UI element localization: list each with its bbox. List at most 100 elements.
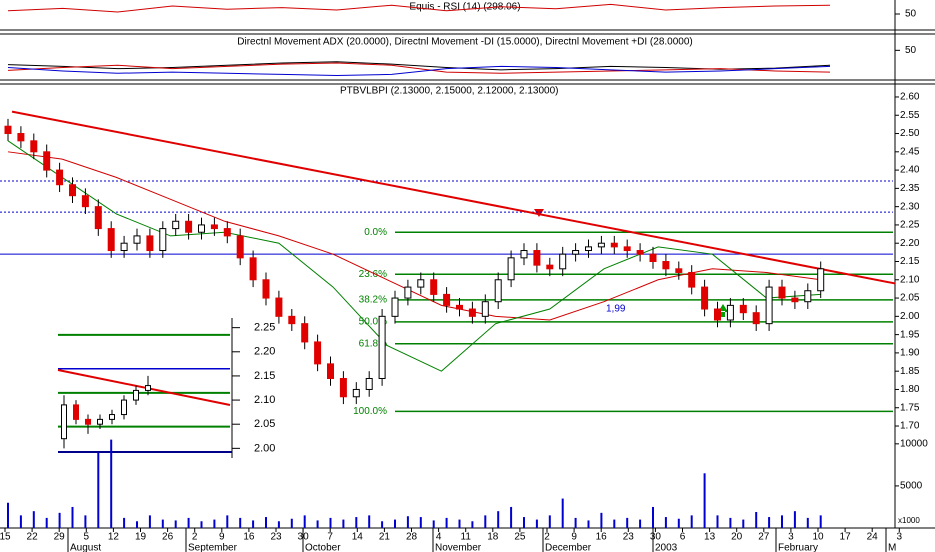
volume-bar [639, 519, 642, 528]
candle-body [301, 323, 309, 343]
candle-body [739, 304, 747, 314]
volume-bar [252, 520, 255, 528]
y-tick-label: 2.45 [900, 146, 920, 157]
fib-label: 100.0% [353, 406, 387, 417]
volume-bar [19, 515, 22, 528]
volume-bar [755, 512, 758, 528]
candle-body [430, 279, 438, 295]
month-label: September [188, 543, 238, 552]
candle-body [572, 250, 580, 255]
x-tick-label: 7 [327, 532, 333, 543]
x-tick-label: 9 [219, 532, 225, 543]
sell-arrow [534, 209, 544, 217]
x-tick-label: 23 [270, 532, 282, 543]
month-label: M [888, 543, 896, 552]
volume-bar [445, 517, 448, 528]
y-tick-label: 50 [905, 45, 917, 56]
candle-body [546, 264, 554, 270]
volume-bar [84, 515, 87, 528]
y2-unit: x1000 [898, 516, 920, 525]
x-tick-label: 30 [650, 532, 662, 543]
candle-body [327, 363, 334, 379]
volume-bar [561, 498, 564, 528]
candle-body [636, 250, 644, 255]
candle-body [456, 304, 463, 310]
indicator-line [7, 62, 831, 74]
volume-bar [71, 506, 74, 528]
month-label: December [545, 543, 592, 552]
panel-title: Directnl Movement ADX (20.0000), Directn… [237, 37, 692, 48]
x-tick-label: 3 [788, 532, 794, 543]
volume-bar [161, 519, 164, 528]
x-tick-label: 11 [461, 532, 472, 543]
volume-bar [587, 520, 590, 528]
volume-bar [316, 520, 319, 528]
volume-bar [394, 519, 396, 528]
x-tick-label: 6 [680, 532, 686, 543]
candle-body [610, 242, 618, 248]
candle-body [339, 377, 347, 398]
volume-bar [32, 511, 35, 528]
volume-bar [213, 519, 216, 528]
fib-label: 38.2% [359, 295, 387, 306]
candle-body [765, 286, 773, 325]
candle-body [494, 279, 502, 303]
volume-bar [510, 506, 513, 528]
volume-bar [600, 512, 603, 528]
x-tick-label: 15 [0, 532, 11, 543]
x-tick-label: 5 [84, 532, 90, 543]
x-tick-label: 13 [704, 532, 716, 543]
volume-bar [677, 518, 680, 528]
candle-body [752, 312, 760, 325]
x-tick-label: 10 [812, 532, 824, 543]
panel-title: Equis - RSI (14) (298.06) [409, 2, 520, 13]
volume-bar [523, 517, 525, 528]
volume-bar [716, 515, 719, 528]
volume-bar [806, 517, 809, 528]
x-tick-label: 17 [840, 532, 852, 543]
volume-bar [664, 517, 667, 528]
y-tick-label: 2.05 [900, 293, 920, 304]
x-tick-label: 4 [436, 532, 442, 543]
volume-bar [136, 521, 138, 528]
candle-body [185, 220, 193, 233]
candle-body [120, 242, 128, 252]
indicator-line [7, 61, 831, 71]
candle-body [533, 250, 541, 266]
y-tick-label: 2.40 [900, 165, 920, 176]
volume-bar [613, 519, 616, 528]
y-tick-label: 2.00 [900, 311, 920, 322]
volume-bar [303, 515, 306, 528]
x-tick-label: 3 [897, 532, 903, 543]
volume-bar [7, 502, 9, 528]
x-tick-label: 24 [867, 532, 879, 543]
volume-bar [742, 519, 745, 528]
candle-body [791, 297, 799, 303]
candle-body [520, 250, 528, 259]
candle-body [275, 297, 283, 317]
x-tick-label: 21 [379, 532, 391, 543]
candle-body [73, 404, 79, 420]
volume-bar [329, 517, 332, 528]
volume-bar [110, 439, 113, 528]
candle-body [288, 315, 296, 325]
volume-bar [419, 517, 422, 528]
volume-bar [781, 515, 783, 528]
panel-title: PTBVLBPI (2.13000, 2.15000, 2.12000, 2.1… [340, 86, 559, 97]
x-tick-label: 9 [571, 532, 577, 543]
y-tick-label: 2.20 [900, 238, 920, 249]
volume-bar [239, 517, 242, 528]
volume-bar [187, 517, 190, 528]
candle-body [236, 235, 244, 259]
candle-body [133, 389, 139, 401]
inset-tick-label: 2.00 [254, 442, 275, 454]
month-label: 2003 [655, 543, 678, 552]
x-tick-label: 2 [544, 532, 550, 543]
indicator-line [7, 3, 831, 13]
candle-body [688, 271, 696, 288]
x-tick-label: 12 [108, 532, 120, 543]
y-tick-label: 2.50 [900, 128, 920, 139]
candle-body [17, 133, 25, 142]
candle-body [249, 257, 257, 281]
